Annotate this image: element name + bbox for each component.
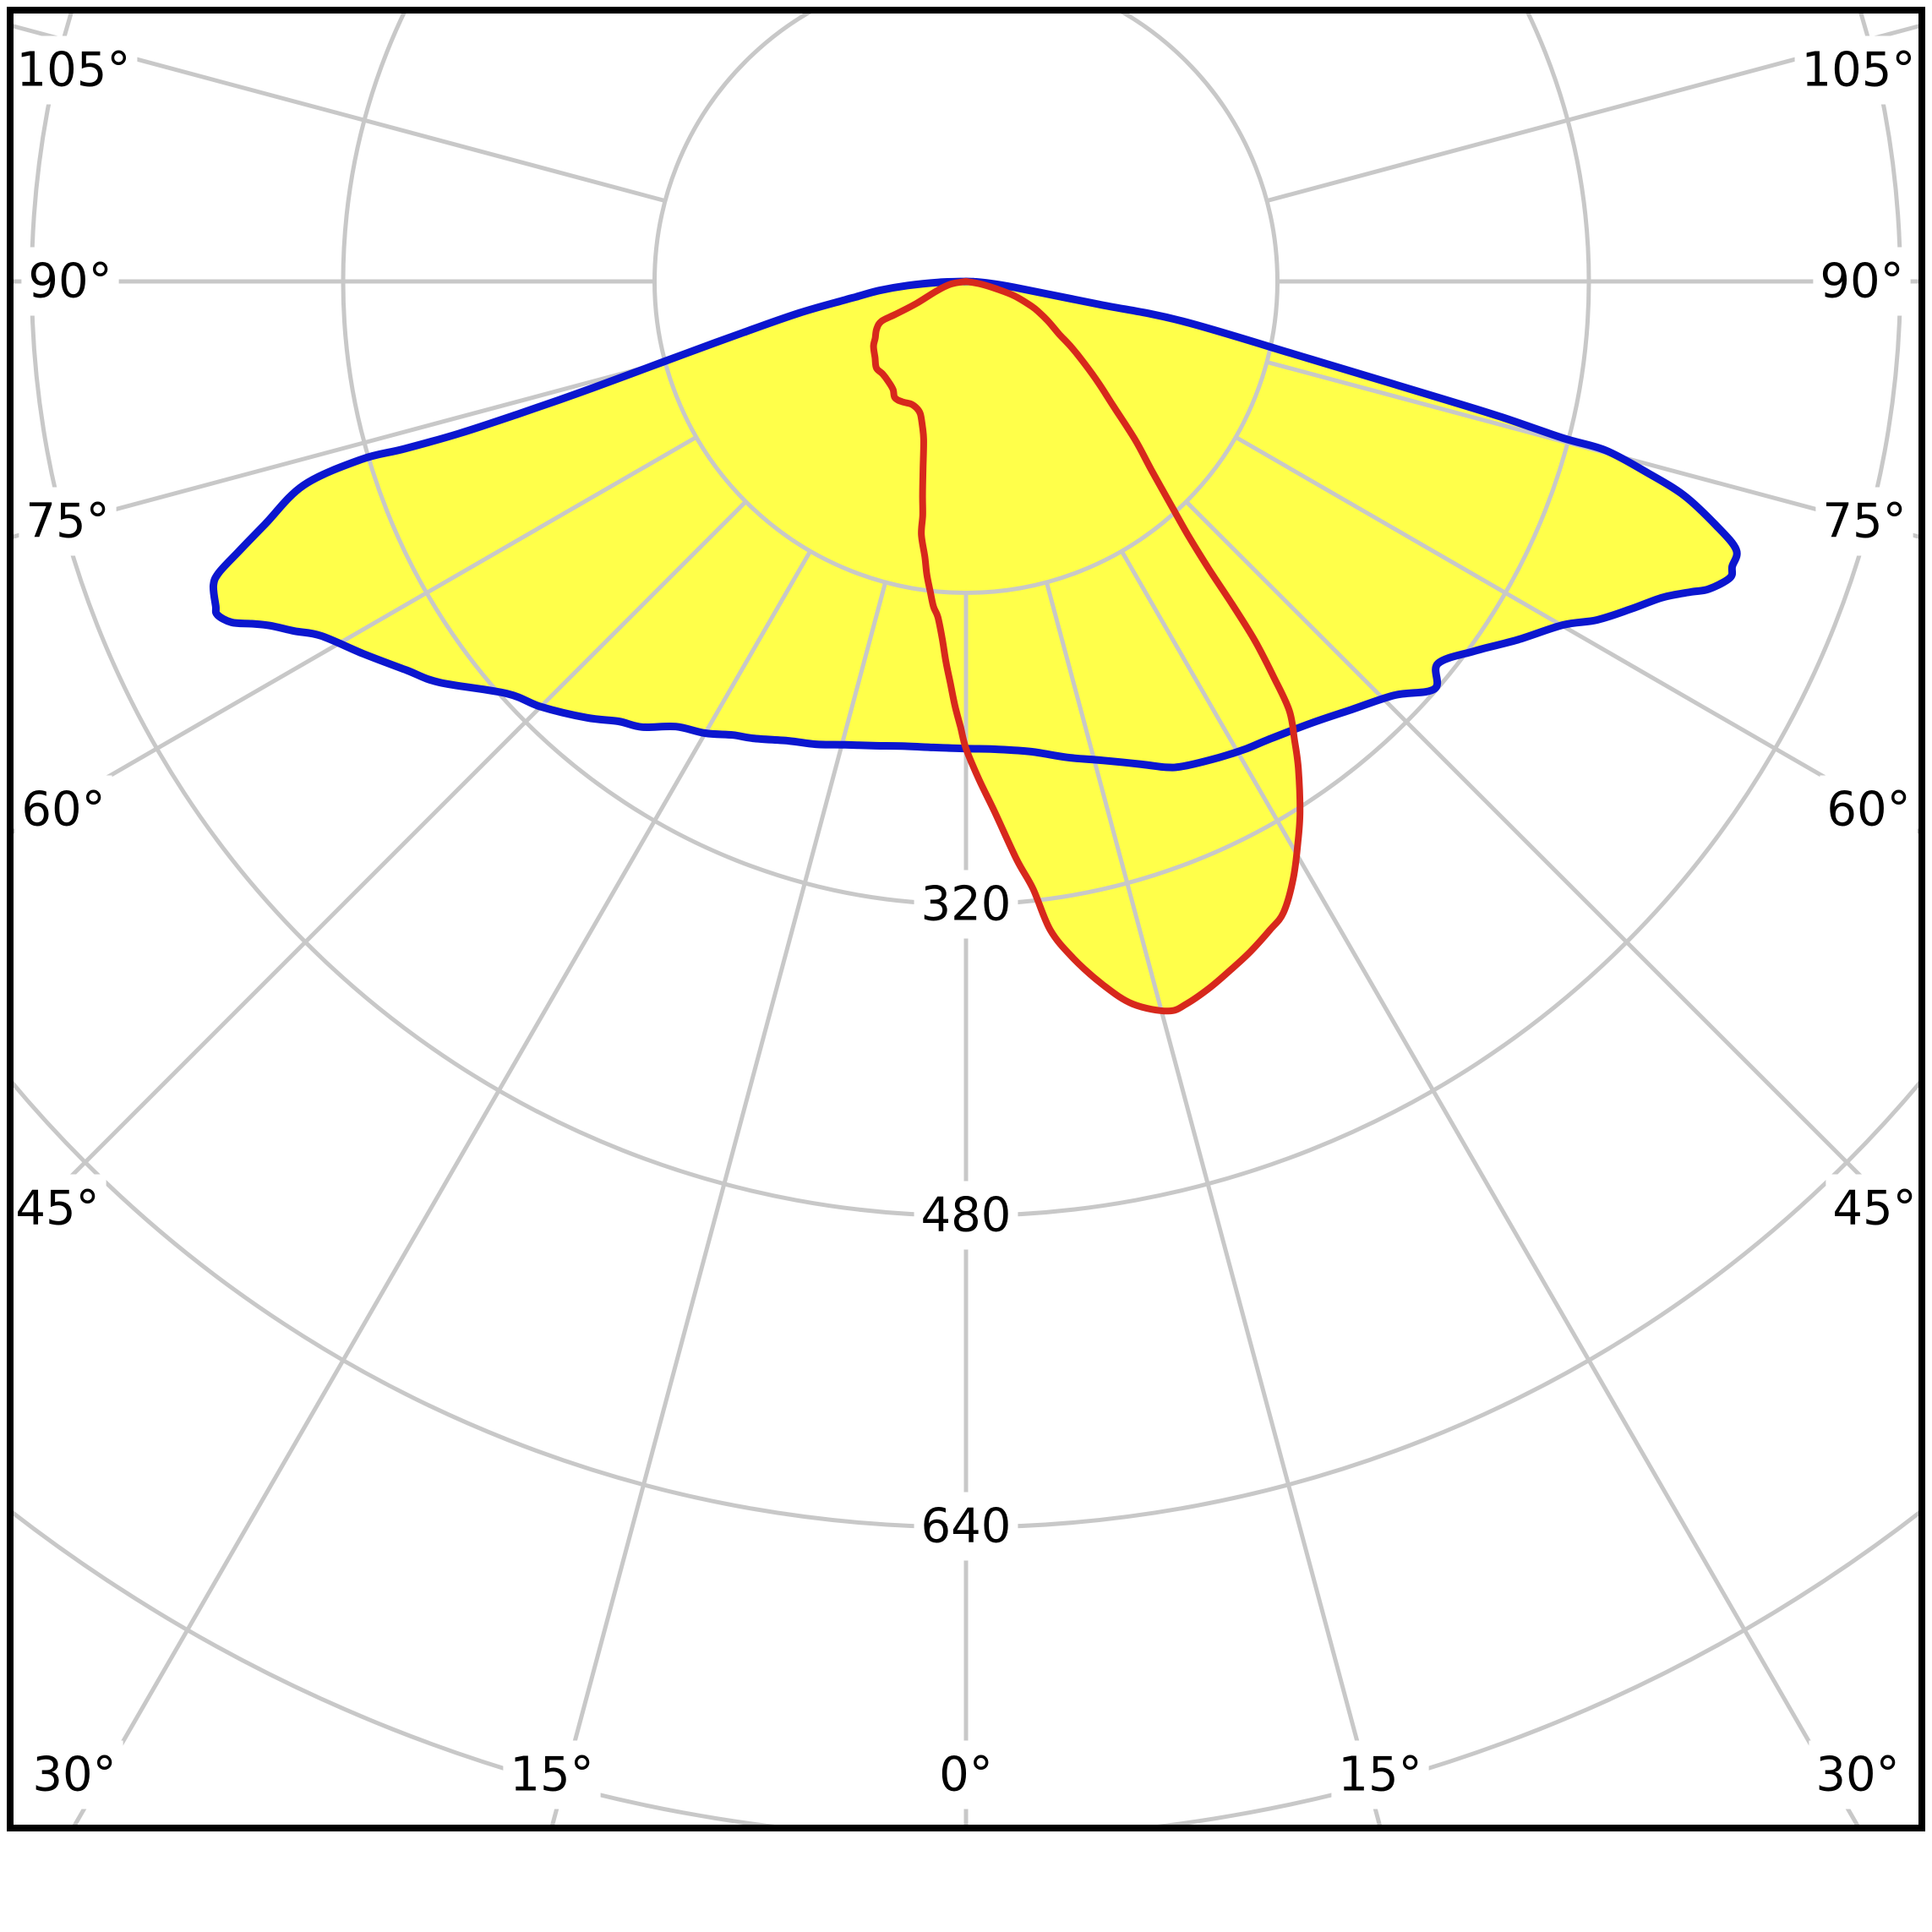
angle-label-halo — [25, 1740, 123, 1809]
grid-spoke--60deg — [10, 435, 698, 836]
angle-label-halo — [10, 35, 138, 105]
angle-label-60deg: 60° — [1826, 783, 1910, 838]
intensity-label-640: 640 — [921, 1499, 1012, 1554]
angle-label-90deg: 90° — [28, 254, 112, 309]
angle-label-15deg: 15° — [510, 1748, 593, 1803]
angle-label-0deg: 0° — [939, 1748, 993, 1803]
angle-label-halo — [21, 247, 119, 316]
angle-label-halo — [1331, 1740, 1429, 1809]
red-curve-fill — [873, 281, 1301, 1012]
grid-spoke--15deg — [549, 581, 888, 1828]
angle-label-75deg: 75° — [25, 494, 109, 549]
grid-spoke-15deg — [1044, 581, 1383, 1828]
intensity-label-320: 320 — [921, 877, 1012, 932]
angle-label-halo — [932, 1740, 1000, 1809]
angle-label-halo — [14, 775, 112, 844]
plot-frame — [7, 7, 1925, 1831]
angle-label-halo — [1813, 247, 1911, 316]
angle-label-45deg: 45° — [15, 1182, 99, 1236]
angle-label-15deg: 15° — [1338, 1748, 1422, 1803]
intensity-label-halo — [914, 1181, 1018, 1250]
beam-fill — [213, 281, 1738, 1012]
angle-label-90deg: 90° — [1820, 254, 1903, 309]
blue-curve — [209, 277, 1741, 772]
grid-spoke--75deg — [10, 359, 666, 540]
angle-label-halo — [1809, 1740, 1907, 1809]
angle-label-halo — [1794, 35, 1922, 105]
intensity-label-halo — [914, 1492, 1018, 1561]
angle-label-105deg: 105° — [1802, 43, 1916, 98]
angle-label-30deg: 30° — [32, 1748, 116, 1803]
grid-spoke-105deg — [1266, 23, 1922, 204]
intensity-label-halo — [914, 870, 1018, 939]
angle-label-105deg: 105° — [17, 43, 131, 98]
grid-spoke-30deg — [1120, 549, 1862, 1828]
angle-label-halo — [1820, 775, 1918, 844]
angle-label-halo — [10, 1174, 106, 1243]
red-curve — [870, 278, 1304, 1015]
intensity-label-480: 480 — [921, 1188, 1012, 1243]
grid-spoke--105deg — [10, 23, 666, 204]
grid-spoke-60deg — [1234, 435, 1922, 836]
angle-label-60deg: 60° — [21, 783, 105, 838]
axis-labels: 105° 90° 75° 60° 45° 105° 90° 75° 60° 45° 30° 15° 0°… — [10, 35, 1922, 1809]
grid-spoke--30deg — [70, 549, 812, 1828]
angle-label-halo — [19, 487, 117, 556]
angle-label-halo — [1826, 1174, 1922, 1243]
angle-label-halo — [1815, 487, 1913, 556]
angle-label-halo — [503, 1740, 601, 1809]
angle-label-75deg: 75° — [1822, 494, 1906, 549]
angle-label-30deg: 30° — [1815, 1748, 1899, 1803]
angle-label-45deg: 45° — [1832, 1182, 1916, 1236]
